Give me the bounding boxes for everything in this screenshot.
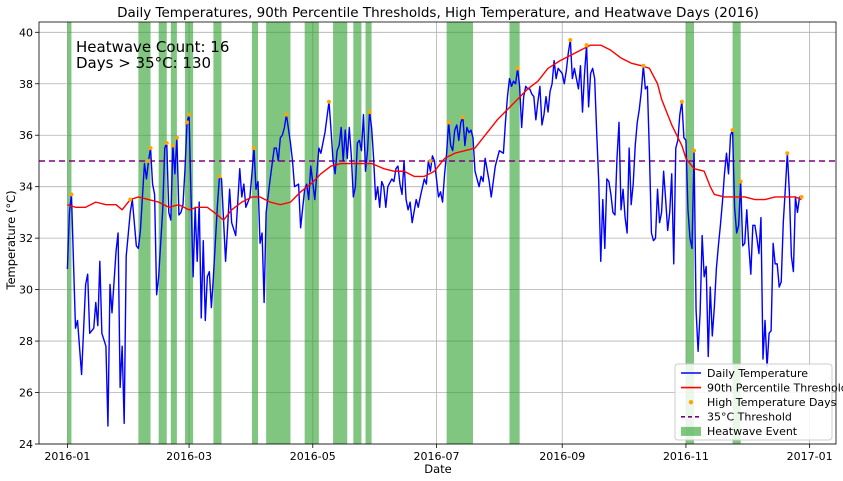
high-temp-day-point xyxy=(69,192,74,197)
threshold-90th-line xyxy=(67,44,802,221)
high-temp-day-point xyxy=(284,112,289,117)
high-temp-day-point xyxy=(187,112,192,117)
high-temp-day-point xyxy=(460,115,465,120)
high-temp-day-point xyxy=(692,148,697,153)
heatwave-span xyxy=(213,22,222,444)
legend-swatch xyxy=(688,400,694,405)
axes-frame xyxy=(38,21,837,445)
y-tick-label: 28 xyxy=(19,335,33,348)
high-temp-day-point xyxy=(367,110,372,115)
y-tick-label: 24 xyxy=(19,438,33,451)
high-temp-day-point xyxy=(174,135,179,140)
high-temp-day-point xyxy=(327,99,332,104)
y-tick-label: 36 xyxy=(19,129,33,142)
high-temp-day-point xyxy=(185,120,190,125)
x-tick-label: 2017-01 xyxy=(787,450,833,463)
plot-area: 24 26 28 30 32 34 36 38 40 2016-01 2016-03 2016-05 2… xyxy=(19,21,837,463)
high-temp-day-point xyxy=(146,158,151,163)
high-temp-day-point xyxy=(641,63,646,68)
legend-swatch xyxy=(681,426,701,436)
high-temp-day-point xyxy=(738,179,743,184)
heatwave-span xyxy=(509,22,520,444)
x-tick-label: 2016-01 xyxy=(44,450,90,463)
x-tick-label: 2016-09 xyxy=(539,450,585,463)
heatwave-span xyxy=(333,22,348,444)
high-temp-day-point xyxy=(428,158,433,163)
high-temp-day-point xyxy=(515,66,520,71)
heatwave-span xyxy=(67,22,72,444)
annotation-heatwave-count: Heatwave Count: 16 xyxy=(76,38,229,56)
x-tick-label: 2016-07 xyxy=(414,450,460,463)
heatwave-span xyxy=(251,22,259,444)
heatwave-span xyxy=(158,22,167,444)
heatwave-span xyxy=(185,22,194,444)
high-temp-day-point xyxy=(584,43,589,48)
heatwave-span xyxy=(365,22,372,444)
legend-label: Heatwave Event xyxy=(707,425,798,438)
heatwave-span xyxy=(266,22,291,444)
high-temp-day-point xyxy=(164,140,169,145)
chart-title: Daily Temperatures, 90th Percentile Thre… xyxy=(117,5,759,21)
high-temp-day-point xyxy=(799,194,804,199)
heatwave-span xyxy=(138,22,151,444)
y-axis-label: Temperature (°C) xyxy=(4,190,18,290)
x-tick-label: 2016-05 xyxy=(290,450,336,463)
high-temp-day-point xyxy=(679,99,684,104)
high-temp-day-point xyxy=(446,120,451,125)
high-temp-day-point xyxy=(568,38,573,43)
y-tick-label: 40 xyxy=(19,26,33,39)
high-temp-day-point xyxy=(251,146,256,151)
high-temp-day-point xyxy=(785,151,790,156)
heatwave-span xyxy=(446,22,473,444)
y-tick-label: 30 xyxy=(19,284,33,297)
legend-label: 35°C Threshold xyxy=(707,411,792,424)
legend-box xyxy=(674,363,833,441)
high-temp-day-point xyxy=(128,197,133,202)
heatwave-span xyxy=(353,22,362,444)
high-temp-day-point xyxy=(217,174,222,179)
high-temp-day-point xyxy=(148,146,153,151)
y-tick-label: 32 xyxy=(19,232,33,245)
x-axis-label: Date xyxy=(424,462,452,476)
heatwave-span xyxy=(170,22,177,444)
y-tick-label: 26 xyxy=(19,387,33,400)
legend-label: Daily Temperature xyxy=(707,367,808,380)
high-temp-day-point xyxy=(170,143,175,148)
high-temp-day-point xyxy=(730,128,735,133)
x-tick-label: 2016-03 xyxy=(166,450,212,463)
annotation-days-above-35: Days > 35°C: 130 xyxy=(76,54,211,72)
legend-label: High Temperature Days xyxy=(707,396,837,409)
x-tick-label: 2016-11 xyxy=(663,450,709,463)
legend-label: 90th Percentile Threshold xyxy=(707,381,843,394)
y-tick-label: 34 xyxy=(19,181,33,194)
heatwave-span xyxy=(304,22,319,444)
daily-temperature-line xyxy=(66,39,802,427)
y-tick-label: 38 xyxy=(19,78,33,91)
